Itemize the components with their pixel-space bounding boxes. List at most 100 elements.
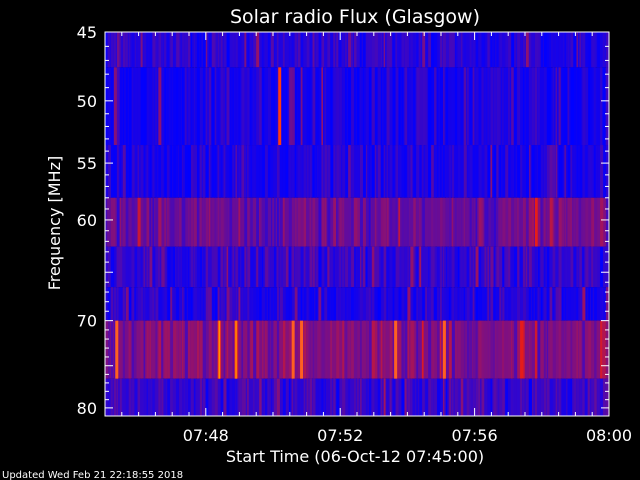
- band-7-stripe: [265, 378, 267, 416]
- band-7-stripe: [128, 378, 132, 416]
- band-5-stripe: [125, 287, 130, 321]
- band-3-stripe: [256, 197, 260, 247]
- band-3-stripe: [502, 197, 506, 247]
- band-1-stripe: [244, 67, 248, 146]
- band-1-stripe: [309, 67, 312, 146]
- y-tick-label: 70: [77, 312, 97, 331]
- band-3-stripe: [525, 197, 528, 247]
- band-2-stripe: [434, 145, 437, 198]
- band-6-stripe: [499, 320, 503, 379]
- band-7-stripe: [380, 378, 383, 416]
- band-6-stripe: [505, 320, 509, 379]
- band-3-stripe: [490, 197, 493, 247]
- band-0-stripe: [371, 32, 376, 68]
- band-7-stripe: [122, 378, 126, 416]
- band-0-stripe: [327, 32, 331, 68]
- band-2-stripe: [579, 145, 583, 198]
- band-7-stripe: [176, 378, 179, 416]
- band-3-stripe: [336, 197, 338, 247]
- band-7-stripe: [140, 378, 142, 416]
- band-1-stripe: [265, 67, 268, 146]
- band-5-stripe: [428, 287, 432, 321]
- band-0-stripe: [179, 32, 181, 68]
- band-5-stripe: [152, 287, 155, 321]
- band-5-stripe: [199, 287, 202, 321]
- band-3-stripe: [564, 197, 566, 247]
- band-2-stripe: [125, 145, 129, 198]
- band-7-stripe: [339, 378, 343, 416]
- band-0-stripe: [386, 32, 391, 68]
- band-0-stripe: [404, 32, 408, 68]
- band-7-stripe: [377, 378, 381, 416]
- band-6-stripe: [205, 320, 209, 379]
- band-3-stripe: [463, 197, 466, 247]
- band-6-stripe: [558, 320, 561, 379]
- band-0-stripe: [490, 32, 493, 68]
- band-1-stripe: [428, 67, 432, 146]
- band-4-stripe: [428, 246, 430, 288]
- band-4-stripe: [315, 246, 319, 288]
- band-3-stripe: [214, 197, 216, 247]
- band-6-stripe: [324, 320, 327, 379]
- band-5-stripe: [549, 287, 553, 321]
- band-5-stripe: [413, 287, 417, 321]
- band-1-stripe: [457, 67, 461, 146]
- band-1-stripe: [368, 67, 372, 146]
- band-0-stripe: [122, 32, 126, 68]
- band-6-stripe: [490, 320, 494, 379]
- band-4-stripe: [113, 246, 116, 288]
- band-2-stripe: [330, 145, 334, 198]
- band-3-stripe: [205, 197, 209, 247]
- band-7-stripe: [119, 378, 122, 416]
- band-4-stripe: [558, 246, 563, 288]
- band-3-stripe: [549, 197, 553, 247]
- band-0-stripe: [131, 32, 136, 68]
- band-3-stripe: [315, 197, 317, 247]
- band-7-stripe: [110, 378, 113, 416]
- band-0-stripe: [517, 32, 521, 68]
- band-3-stripe: [273, 197, 276, 247]
- band-6-stripe: [122, 320, 126, 379]
- band-5-stripe: [451, 287, 454, 321]
- band-3-stripe: [134, 197, 138, 247]
- band-7-stripe: [365, 378, 368, 416]
- band-0-stripe: [585, 32, 589, 68]
- band-5-stripe: [523, 287, 527, 321]
- band-6-stripe: [220, 320, 223, 379]
- band-2-stripe: [232, 145, 234, 198]
- band-5-stripe: [303, 287, 307, 321]
- band-3-stripe: [416, 197, 420, 247]
- band-7-stripe: [303, 378, 306, 416]
- band-3-stripe: [357, 197, 361, 247]
- band-6-stripe: [422, 320, 424, 379]
- band-0-stripe: [217, 32, 220, 68]
- burst-5: [300, 320, 304, 379]
- band-7-stripe: [312, 378, 316, 416]
- band-5-stripe: [291, 287, 296, 321]
- band-5-stripe: [425, 287, 428, 321]
- band-3-stripe: [202, 197, 205, 247]
- band-2-stripe: [528, 145, 531, 198]
- band-6-stripe: [107, 320, 111, 379]
- band-0-stripe: [466, 32, 470, 68]
- band-5-stripe: [297, 287, 299, 321]
- band-1-stripe: [217, 67, 220, 146]
- band-3-stripe: [431, 197, 434, 247]
- band-2-stripe: [487, 145, 491, 198]
- band-0-stripe: [351, 32, 354, 68]
- band-7-stripe: [182, 378, 184, 416]
- band-3-stripe: [558, 197, 563, 247]
- band-2-stripe: [454, 145, 459, 198]
- band-3-stripe: [285, 197, 288, 247]
- band-5-stripe: [422, 287, 425, 321]
- spectrogram: [105, 32, 610, 416]
- band-1-stripe: [128, 67, 132, 146]
- burst-7: [442, 320, 446, 379]
- band-7-stripe: [359, 378, 362, 416]
- band-5-stripe: [196, 287, 199, 321]
- band-4-stripe: [205, 246, 208, 288]
- band-4-stripe: [442, 246, 445, 288]
- band-5-stripe: [250, 287, 253, 321]
- band-1-stripe: [561, 67, 565, 146]
- band-0-stripe: [273, 32, 276, 68]
